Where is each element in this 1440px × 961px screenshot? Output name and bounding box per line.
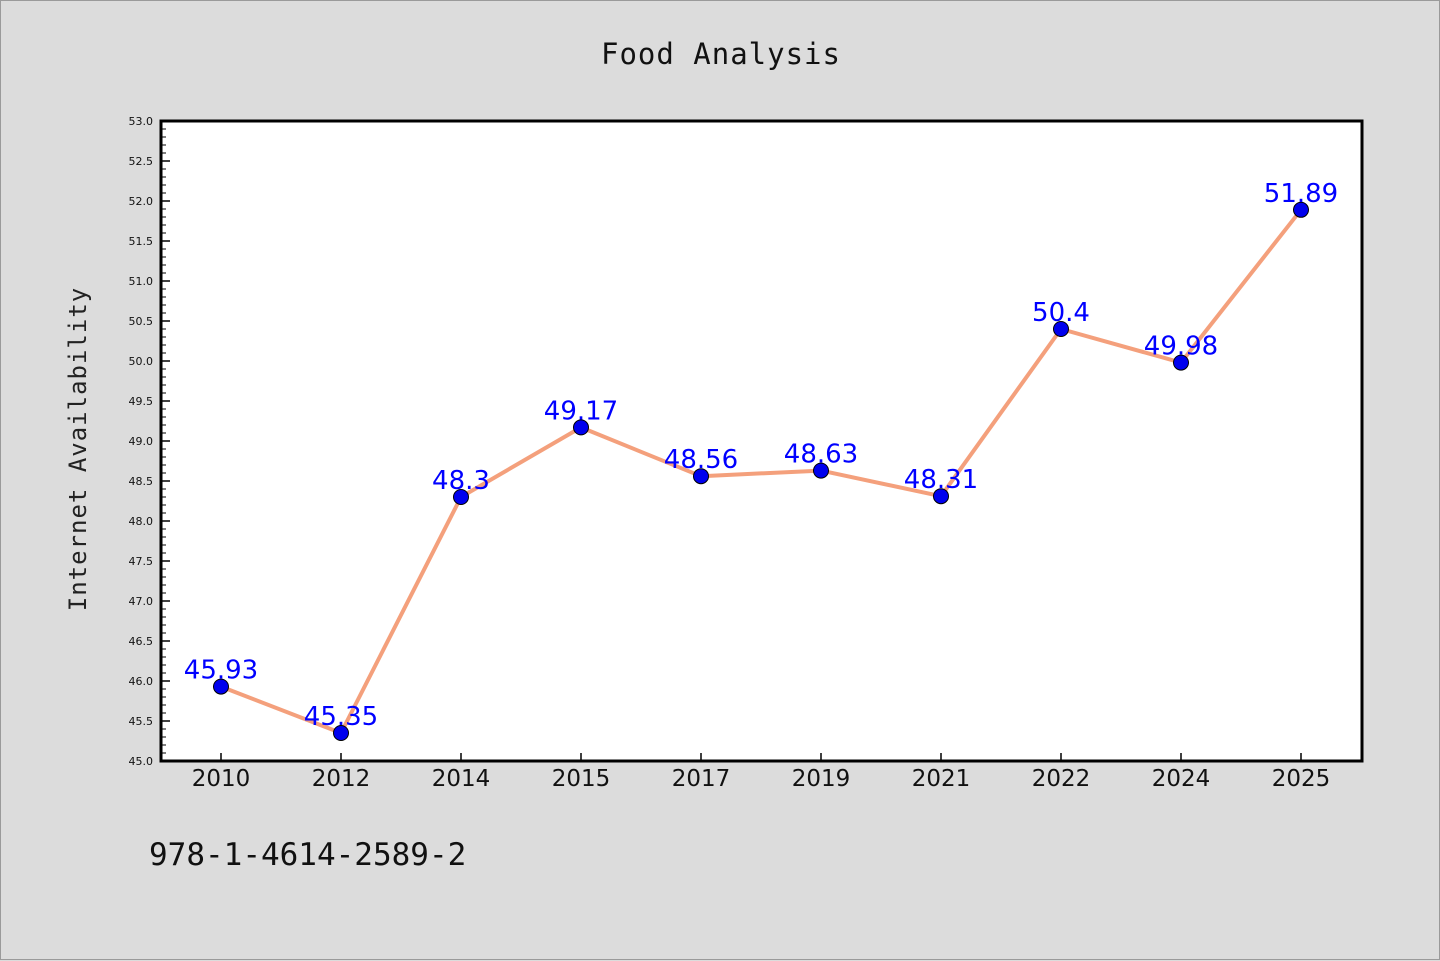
x-tick-label: 2015: [552, 766, 611, 792]
y-tick-label: 53.0: [129, 115, 154, 128]
data-point-label: 48.63: [784, 440, 858, 470]
y-axis-ticks: 45.0 45.5 46.0 46.5 47.0 47.5 48.0 48.5 49.0 49.5…: [129, 115, 170, 768]
data-point-label: 49.17: [544, 396, 618, 426]
y-axis-label: Internet Availability: [64, 287, 92, 611]
x-axis-ticks: 2010 2012 2014 2015 2017 2019 2021 2022 2024 2025: [192, 753, 1331, 792]
data-point-label: 49.98: [1144, 332, 1218, 362]
x-tick-label: 2024: [1152, 766, 1211, 792]
y-tick-label: 45.0: [129, 755, 154, 768]
data-point-label: 45.93: [184, 656, 258, 686]
data-point-label: 48.56: [664, 445, 738, 475]
data-point-marker: [933, 488, 949, 505]
y-tick-label: 51.0: [129, 275, 154, 288]
y-tick-label: 52.5: [129, 155, 154, 168]
isbn-annotation: 978-1-4614-2589-2: [149, 837, 466, 873]
y-tick-label: 51.5: [129, 235, 154, 248]
data-point-marker: [813, 462, 829, 479]
data-labels: 45.93 45.35 48.3 49.17 48.56 48.63 48.31 50.4 49…: [184, 179, 1338, 732]
y-tick-label: 50.5: [129, 315, 154, 328]
y-tick-label: 50.0: [129, 355, 154, 368]
data-point-marker: [333, 725, 349, 741]
y-tick-label: 48.0: [129, 515, 154, 528]
series-line: [220, 208, 1303, 735]
y-tick-label: 46.0: [129, 675, 154, 688]
plot-area: [159, 119, 1364, 763]
y-tick-label: 46.5: [129, 635, 154, 648]
y-tick-label: 48.5: [129, 475, 154, 488]
x-tick-label: 2021: [912, 766, 971, 792]
x-tick-label: 2025: [1272, 766, 1331, 792]
x-tick-label: 2022: [1032, 766, 1091, 792]
data-point-label: 48.31: [904, 465, 978, 495]
data-point-label: 45.35: [304, 702, 378, 732]
data-point-marker: [1173, 354, 1189, 371]
x-tick-label: 2019: [792, 766, 851, 792]
data-point-marker: [213, 678, 229, 695]
data-point-marker: [1293, 201, 1309, 218]
data-point-label: 48.3: [432, 466, 490, 496]
y-tick-label: 47.5: [129, 555, 154, 568]
x-tick-label: 2017: [672, 766, 731, 792]
data-point-marker: [453, 489, 469, 505]
x-tick-label: 2014: [432, 766, 491, 792]
x-tick-label: 2012: [312, 766, 371, 792]
data-point-label: 50.4: [1032, 298, 1090, 328]
y-tick-label: 49.0: [129, 435, 154, 448]
data-point-marker: [573, 419, 589, 436]
data-point-label: 51.89: [1264, 179, 1338, 209]
y-tick-label: 45.5: [129, 715, 154, 728]
y-tick-label: 49.5: [129, 395, 154, 408]
y-tick-label: 47.0: [129, 595, 154, 608]
data-point-marker: [1053, 321, 1069, 337]
data-point-marker: [693, 468, 709, 485]
chart-title: Food Analysis: [601, 37, 841, 71]
y-tick-label: 52.0: [129, 195, 154, 208]
data-markers: [213, 201, 1309, 741]
x-tick-label: 2010: [192, 766, 251, 792]
